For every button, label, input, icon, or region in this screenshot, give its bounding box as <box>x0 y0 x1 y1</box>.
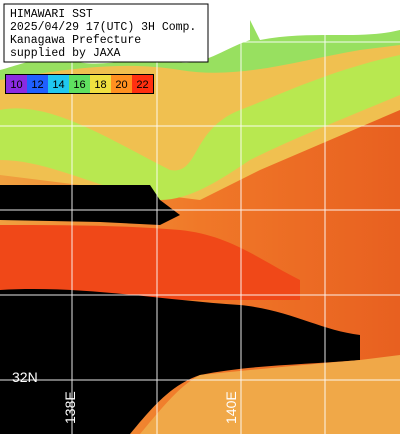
legend-label: 18 <box>94 79 106 91</box>
legend-label: 16 <box>73 79 85 91</box>
cloud-mask-south <box>0 288 360 434</box>
legend-swatch <box>48 75 69 93</box>
color-legend: 10 12 14 16 18 20 22 <box>5 74 154 94</box>
legend-swatch <box>132 75 153 93</box>
legend-swatch <box>6 75 27 93</box>
legend-swatch <box>90 75 111 93</box>
south-warm-zone <box>140 355 400 434</box>
land-east <box>240 0 400 40</box>
legend-label: 14 <box>52 79 64 91</box>
legend-label: 10 <box>10 79 22 91</box>
header-box <box>3 3 209 63</box>
red-zone <box>0 225 300 300</box>
legend-label: 20 <box>115 79 127 91</box>
legend-label: 12 <box>31 79 43 91</box>
legend-label: 22 <box>136 79 148 91</box>
lat-label: 32N <box>12 369 38 385</box>
lon-label: 140E <box>223 391 239 424</box>
lon-label: 138E <box>62 391 78 424</box>
green-yellow-zone <box>0 55 400 200</box>
cloud-mask <box>0 185 180 225</box>
legend-swatch <box>27 75 48 93</box>
legend-swatch <box>111 75 132 93</box>
header-line: Kanagawa Prefecture <box>10 34 141 47</box>
header-line: supplied by JAXA <box>10 47 121 60</box>
header-line: HIMAWARI SST <box>10 8 93 21</box>
header-line: 2025/04/29 17(UTC) 3H Comp. <box>10 21 196 34</box>
legend-swatch <box>69 75 90 93</box>
